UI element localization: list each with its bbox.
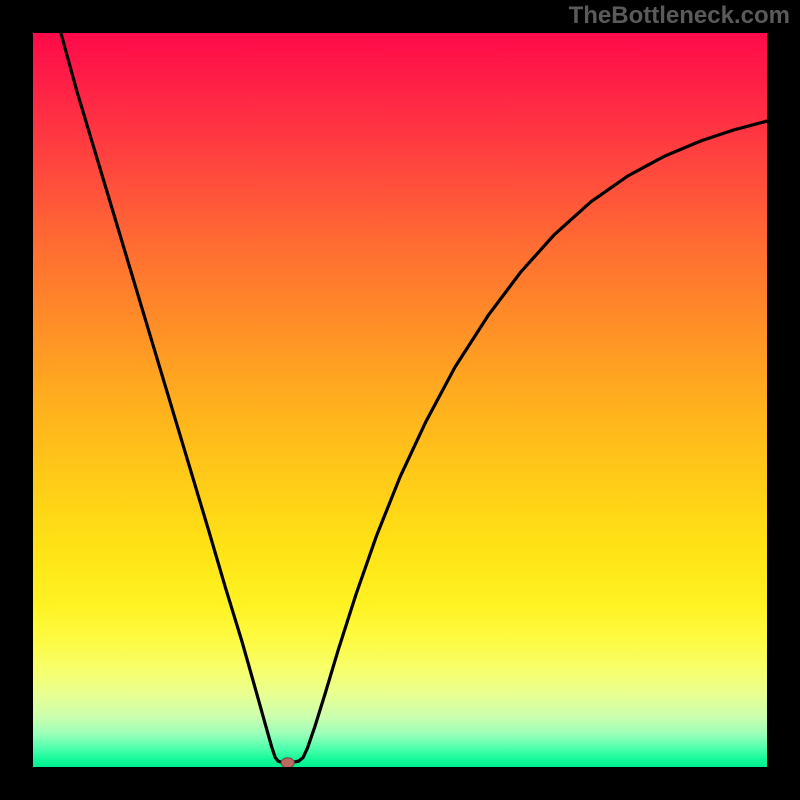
optimum-marker: [281, 758, 294, 767]
gradient-background: [33, 33, 767, 767]
chart-svg: [33, 33, 767, 767]
plot-area: [33, 33, 767, 767]
stage: TheBottleneck.com: [0, 0, 800, 800]
watermark-text: TheBottleneck.com: [569, 2, 790, 30]
